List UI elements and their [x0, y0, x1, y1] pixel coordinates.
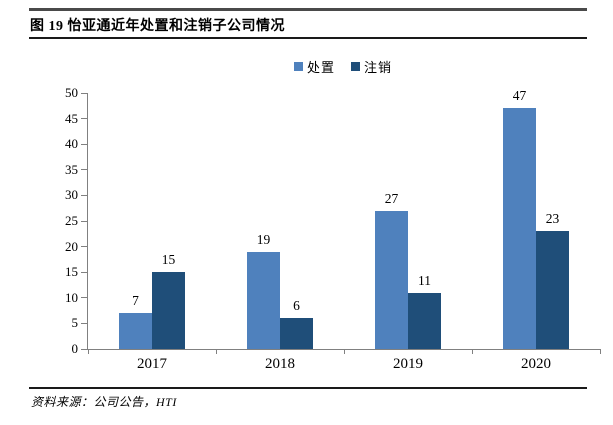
y-tick-mark — [81, 143, 88, 145]
y-tick-label: 35 — [65, 161, 78, 177]
x-tick-mark — [215, 349, 217, 354]
y-tick-label: 0 — [71, 341, 79, 356]
y-tick-label: 30 — [65, 187, 78, 203]
bar-value-label: 47 — [512, 88, 527, 104]
bar-group-2017: 7 15 — [88, 93, 216, 349]
title-divider — [29, 37, 587, 39]
bar-series-1-2017 — [119, 313, 152, 349]
bar-series-2-2020 — [536, 231, 569, 349]
bar-slot-series-1-2020: 47 — [503, 88, 536, 349]
bar-slot-series-2-2018: 6 — [280, 93, 313, 349]
bar-series-1-2019 — [375, 210, 408, 349]
x-axis-label: 2019 — [393, 356, 423, 372]
bar-group-2018: 19 6 — [216, 93, 344, 349]
legend-item-series-2: 注销 — [351, 57, 392, 76]
bar-slot-series-2-2019: 11 — [408, 93, 441, 349]
bar-value-label: 7 — [132, 293, 139, 309]
bar-value-label: 6 — [293, 298, 300, 314]
source-note: 资料来源：公司公告，HTI — [31, 395, 177, 409]
bar-slot-series-1-2019: 27 — [375, 93, 408, 349]
bottom-divider — [29, 387, 587, 389]
legend-label-series-1: 处置 — [306, 60, 335, 75]
y-tick-mark — [81, 169, 88, 171]
legend-label-series-2: 注销 — [364, 60, 393, 75]
bar-series-2-2017 — [152, 272, 185, 349]
bar-series-2-2019 — [408, 292, 441, 349]
bar-value-label: 15 — [161, 252, 176, 268]
x-tick-mark — [343, 349, 345, 354]
y-tick-label: 25 — [65, 213, 78, 228]
bar-value-label: 27 — [384, 190, 399, 206]
x-axis-label: 2017 — [137, 356, 167, 372]
y-tick-label: 5 — [71, 315, 79, 331]
x-tick-mark — [87, 349, 89, 354]
x-tick-mark — [599, 349, 601, 354]
bar-groups: 7 15 19 6 27 11 47 23 — [88, 88, 600, 349]
y-tick-mark — [81, 220, 88, 222]
y-tick-mark — [81, 118, 88, 120]
y-tick-label: 15 — [65, 264, 78, 280]
y-tick-mark — [81, 246, 88, 248]
bar-slot-series-2-2017: 15 — [152, 93, 185, 349]
y-tick-mark — [81, 92, 88, 94]
bar-series-1-2020 — [503, 108, 536, 349]
x-axis-label: 2018 — [265, 356, 295, 372]
y-tick-mark — [81, 322, 88, 324]
bar-value-label: 23 — [545, 211, 560, 227]
x-axis-label: 2020 — [521, 356, 551, 372]
bar-slot-series-2-2020: 23 — [536, 93, 569, 349]
y-tick-label: 10 — [65, 289, 78, 305]
bar-slot-series-1-2018: 19 — [247, 93, 280, 349]
top-divider — [29, 8, 587, 11]
x-tick-mark — [471, 349, 473, 354]
legend-marker-series-1-icon — [293, 62, 303, 71]
bar-series-2-2018 — [280, 318, 313, 349]
legend-item-series-1: 处置 — [293, 57, 335, 76]
y-tick-mark — [81, 297, 88, 299]
y-tick-label: 40 — [65, 136, 78, 152]
y-tick-mark — [81, 271, 88, 273]
y-tick-label: 20 — [65, 238, 78, 254]
plot-area: 0 5 10 15 20 25 30 35 40 45 50 7 15 19 6 27 11 47 23 2017 20… — [65, 85, 601, 372]
bar-series-1-2018 — [247, 251, 280, 349]
bar-group-2019: 27 11 — [344, 93, 472, 349]
y-tick-label: 45 — [65, 110, 78, 126]
y-tick-mark — [81, 348, 88, 350]
bar-group-2020: 47 23 — [472, 88, 600, 349]
chart-legend: 处置 注销 — [87, 57, 599, 76]
figure-title: 图 19 怡亚通近年处置和注销子公司情况 — [30, 19, 285, 34]
bar-slot-series-1-2017: 7 — [119, 93, 152, 349]
legend-marker-series-2-icon — [351, 62, 360, 71]
y-tick-mark — [81, 194, 88, 196]
bar-value-label: 11 — [418, 272, 431, 288]
y-tick-label: 50 — [65, 85, 78, 100]
bar-value-label: 19 — [256, 231, 271, 247]
